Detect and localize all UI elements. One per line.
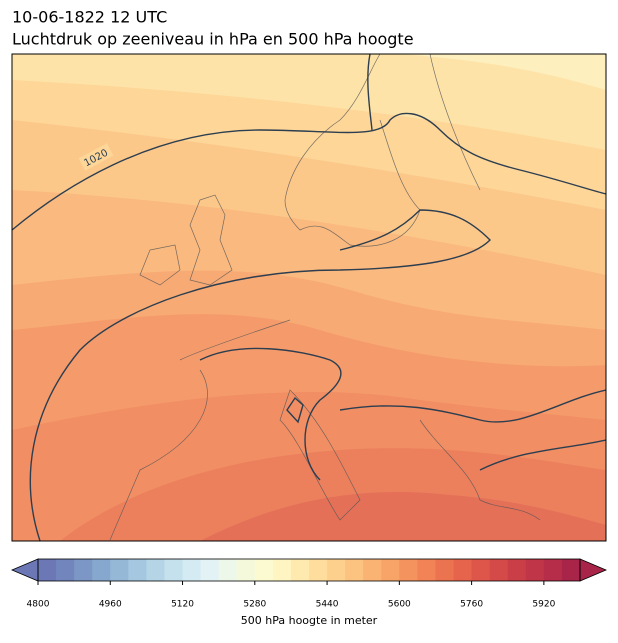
colorbar-segment xyxy=(38,559,57,581)
colorbar-tick-label: 5920 xyxy=(532,600,555,610)
colorbar-segment xyxy=(254,559,274,581)
colorbar-segment xyxy=(56,559,75,581)
colorbar-tick-label: 5760 xyxy=(460,600,483,610)
colorbar-segment xyxy=(417,559,436,581)
colorbar-segment xyxy=(309,559,328,581)
colorbar-segment xyxy=(435,559,455,581)
colorbar-segment xyxy=(110,559,129,581)
colorbar-tick-label: 5280 xyxy=(243,600,266,610)
colorbar-tick-label: 5120 xyxy=(171,600,194,610)
colorbar-tick-label: 5440 xyxy=(316,600,339,610)
colorbar-segment xyxy=(146,559,165,581)
subtitle: Luchtdruk op zeeniveau in hPa en 500 hPa… xyxy=(12,30,414,49)
colorbar-segment xyxy=(164,559,184,581)
colorbar-tick-label: 4960 xyxy=(99,600,122,610)
coastlines xyxy=(109,54,541,541)
colorbar-segment xyxy=(543,559,563,581)
colorbar-segment xyxy=(399,559,418,581)
colorbar-tick-label: 4800 xyxy=(27,600,50,610)
band xyxy=(200,492,606,541)
colorbar-segment xyxy=(525,559,545,581)
colorbar-segment xyxy=(218,559,238,581)
colorbar-segment xyxy=(453,559,473,581)
colorbar-segment xyxy=(182,559,202,581)
colorbar-segment xyxy=(489,559,509,581)
colorbar-frame xyxy=(37,558,581,582)
colorbar: 4800 4960 5120 5280 5440 5600 5760 5920 xyxy=(10,558,608,610)
colorbar-segment xyxy=(345,559,364,581)
colorbar-segment xyxy=(290,559,310,581)
map-frame xyxy=(11,53,607,542)
colorbar-segment xyxy=(128,559,147,581)
colorbar-segment xyxy=(236,559,256,581)
colorbar-segment xyxy=(74,559,93,581)
colorbar-tick-label: 5600 xyxy=(388,600,411,610)
colorbar-segment xyxy=(327,559,346,581)
colorbar-segment xyxy=(561,559,581,581)
colorbar-segment xyxy=(471,559,491,581)
isobars xyxy=(12,54,606,541)
colorbar-extend-high xyxy=(579,558,608,582)
colorbar-segment xyxy=(363,559,382,581)
colorbar-segment xyxy=(272,559,292,581)
map: 1020 xyxy=(12,54,606,541)
colorbar-segment xyxy=(92,559,111,581)
title: 10-06-1822 12 UTC xyxy=(12,8,167,27)
colorbar-segment xyxy=(200,559,220,581)
contour-label-bg xyxy=(78,143,114,171)
colorbar-segment xyxy=(507,559,527,581)
colorbar-segment xyxy=(381,559,400,581)
colorbar-label: 500 hPa hoogte in meter xyxy=(241,614,378,627)
colorbar-extend-low xyxy=(10,558,39,582)
